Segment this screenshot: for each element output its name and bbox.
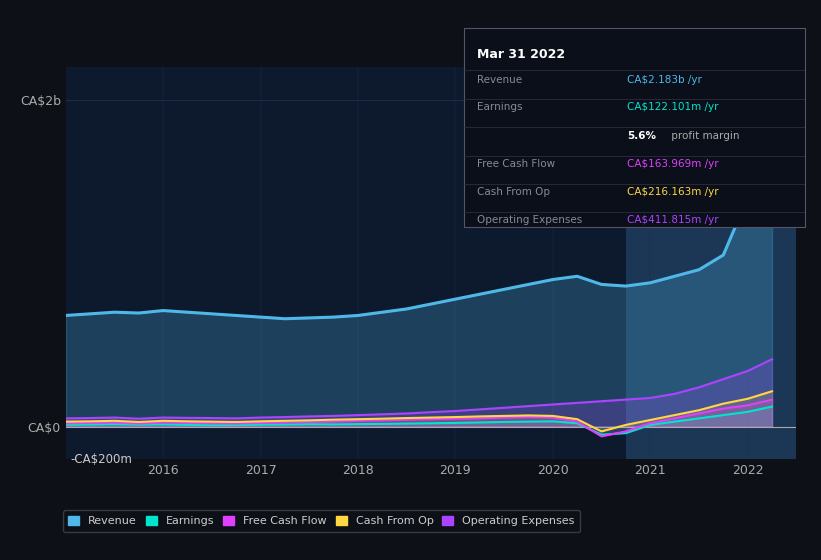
Text: Operating Expenses: Operating Expenses: [478, 215, 583, 225]
Text: profit margin: profit margin: [668, 131, 740, 141]
FancyBboxPatch shape: [464, 28, 805, 227]
Text: Mar 31 2022: Mar 31 2022: [478, 48, 566, 61]
Text: -CA$200m: -CA$200m: [71, 452, 132, 466]
Text: CA$2.183b /yr: CA$2.183b /yr: [627, 74, 702, 85]
Text: Revenue: Revenue: [478, 74, 523, 85]
Text: CA$411.815m /yr: CA$411.815m /yr: [627, 215, 719, 225]
Text: CA$122.101m /yr: CA$122.101m /yr: [627, 102, 719, 113]
Text: Earnings: Earnings: [478, 102, 523, 113]
Legend: Revenue, Earnings, Free Cash Flow, Cash From Op, Operating Expenses: Revenue, Earnings, Free Cash Flow, Cash …: [62, 511, 580, 532]
Text: 5.6%: 5.6%: [627, 131, 657, 141]
Bar: [626, 67, 796, 459]
Text: Cash From Op: Cash From Op: [478, 188, 551, 197]
Text: Free Cash Flow: Free Cash Flow: [478, 159, 556, 169]
Text: CA$216.163m /yr: CA$216.163m /yr: [627, 188, 719, 197]
Text: CA$163.969m /yr: CA$163.969m /yr: [627, 159, 719, 169]
